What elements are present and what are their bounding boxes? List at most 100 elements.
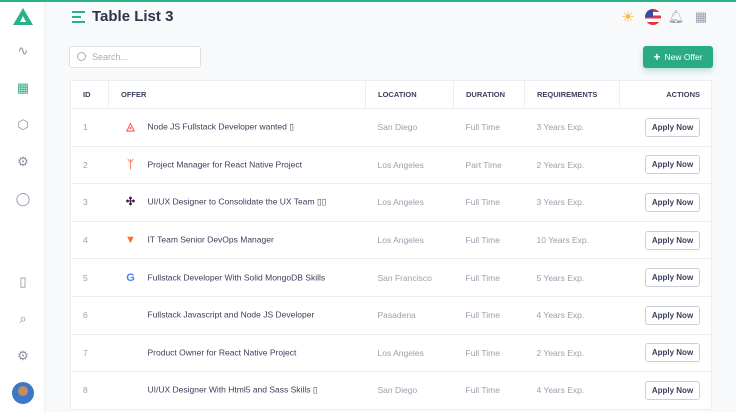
row-location: Pasadena [365, 296, 454, 335]
row-offer: Product Owner for React Native Project [108, 334, 366, 373]
row-actions: Apply Now [619, 221, 712, 260]
row-location: Los Angeles [365, 221, 454, 260]
col-requirements: REQUIREMENTS [524, 80, 620, 109]
blank-logo-icon [125, 347, 137, 359]
row-offer: ▼ IT Team Senior DevOps Manager [108, 221, 366, 260]
apply-now-button[interactable]: Apply Now [645, 268, 700, 288]
page-title: Table List 3 [92, 8, 174, 25]
apply-now-button[interactable]: Apply Now [645, 117, 700, 137]
sun-icon[interactable]: ☀ [621, 9, 635, 26]
search-icon[interactable]: ⌕ [19, 311, 27, 326]
row-location: San Diego [365, 371, 454, 410]
row-requirements: 3 Years Exp. [524, 108, 620, 147]
hubspot-logo-icon: ᛉ [127, 158, 134, 171]
row-actions: Apply Now [619, 183, 712, 222]
row-id: 4 [70, 221, 109, 260]
table-row: 1 ◬ Node JS Fullstack Developer wanted ▯ … [70, 108, 712, 147]
row-offer: ✣ UI/UX Designer to Consolidate the UX Te… [108, 183, 366, 222]
row-offer: Fullstack Javascript and Node JS Develop… [108, 296, 366, 335]
row-requirements: 5 Years Exp. [524, 258, 620, 297]
row-requirements: 4 Years Exp. [524, 371, 620, 410]
logo[interactable] [13, 8, 33, 25]
col-id: ID [70, 80, 109, 109]
row-requirements: 3 Years Exp. [524, 183, 620, 222]
row-actions: Apply Now [619, 146, 712, 185]
row-duration: Full Time [453, 258, 525, 297]
apply-now-button[interactable]: Apply Now [645, 155, 700, 175]
row-id: 8 [70, 371, 109, 410]
apply-now-button[interactable]: Apply Now [645, 230, 700, 250]
row-requirements: 10 Years Exp. [524, 221, 620, 260]
sidebar-toggle-icon[interactable]: ▯ [19, 274, 27, 289]
table-row: 3 ✣ UI/UX Designer to Consolidate the UX … [70, 183, 712, 222]
blank-logo-icon [125, 309, 137, 321]
plus-icon: + [653, 50, 661, 64]
grid-icon[interactable]: ▦ [16, 80, 30, 95]
row-duration: Full Time [453, 108, 525, 147]
search-input[interactable]: Search... [69, 46, 201, 68]
row-actions: Apply Now [619, 334, 712, 373]
cube-icon[interactable]: ⬡ [17, 117, 29, 132]
row-actions: Apply Now [619, 371, 712, 410]
table-row: 8 UI/UX Designer With Html5 and Sass Ski… [70, 371, 712, 410]
google-logo-icon: G [126, 271, 135, 284]
apply-now-button[interactable]: Apply Now [645, 305, 700, 325]
row-duration: Full Time [453, 221, 525, 260]
table-row: 7 Product Owner for React Native Project… [70, 334, 712, 373]
gitlab-logo-icon: ▼ [125, 234, 136, 247]
col-duration: DURATION [453, 80, 525, 109]
row-id: 3 [70, 183, 109, 222]
row-duration: Full Time [453, 183, 525, 222]
row-id: 6 [70, 296, 109, 335]
row-offer: ᛉ Project Manager for React Native Projec… [108, 146, 366, 185]
table-row: 4 ▼ IT Team Senior DevOps Manager Los Ang… [70, 221, 712, 260]
row-id: 2 [70, 146, 109, 185]
row-offer: ◬ Node JS Fullstack Developer wanted ▯ [108, 108, 366, 147]
table-row: 5 G Fullstack Developer With Solid MongoD… [70, 258, 712, 297]
settings-icon[interactable]: ⚙ [17, 348, 29, 363]
sidebar: ∿ ▦ ⬡ ⚙ ◯ ▯ ⌕ ⚙ [0, 2, 45, 412]
row-duration: Part Time [453, 146, 525, 185]
col-offer: OFFER [108, 80, 366, 109]
row-duration: Full Time [453, 371, 525, 410]
offers-table: ID OFFER LOCATION DURATION REQUIREMENTS … [70, 80, 712, 410]
apps-grid-icon[interactable]: ▦ [694, 9, 708, 24]
row-location: Los Angeles [365, 334, 454, 373]
col-location: LOCATION [365, 80, 454, 109]
row-id: 1 [70, 108, 109, 147]
avatar[interactable] [12, 382, 34, 404]
row-requirements: 2 Years Exp. [524, 334, 620, 373]
chat-icon[interactable]: ◯ [15, 191, 31, 206]
settings-icon[interactable]: ⚙ [17, 154, 29, 169]
col-actions: ACTIONS [619, 80, 712, 109]
row-requirements: 4 Years Exp. [524, 296, 620, 335]
table-row: 6 Fullstack Javascript and Node JS Devel… [70, 296, 712, 335]
bell-icon[interactable]: 🔔︎ [667, 9, 685, 24]
apply-now-button[interactable]: Apply Now [645, 192, 700, 212]
row-requirements: 2 Years Exp. [524, 146, 620, 185]
search-icon [77, 52, 86, 61]
activity-icon[interactable]: ∿ [17, 43, 29, 58]
row-actions: Apply Now [619, 296, 712, 335]
airbnb-logo-icon: ◬ [126, 121, 135, 134]
row-duration: Full Time [453, 296, 525, 335]
row-id: 7 [70, 334, 109, 373]
row-offer: UI/UX Designer With Html5 and Sass Skill… [108, 371, 366, 410]
us-flag-icon[interactable] [645, 9, 661, 25]
row-location: San Francisco [365, 258, 454, 297]
blank-logo-icon [125, 384, 137, 396]
apply-now-button[interactable]: Apply Now [645, 380, 700, 400]
row-actions: Apply Now [619, 258, 712, 297]
row-location: San Diego [365, 108, 454, 147]
apply-now-button[interactable]: Apply Now [645, 343, 700, 363]
table-row: 2 ᛉ Project Manager for React Native Proj… [70, 146, 712, 185]
row-offer: G Fullstack Developer With Solid MongoDB … [108, 258, 366, 297]
row-location: Los Angeles [365, 183, 454, 222]
menu-icon[interactable] [72, 11, 85, 23]
slack-logo-icon: ✣ [125, 196, 136, 209]
row-id: 5 [70, 258, 109, 297]
row-location: Los Angeles [365, 146, 454, 185]
row-actions: Apply Now [619, 108, 712, 147]
new-offer-button[interactable]: + New Offer [643, 46, 713, 68]
row-duration: Full Time [453, 334, 525, 373]
